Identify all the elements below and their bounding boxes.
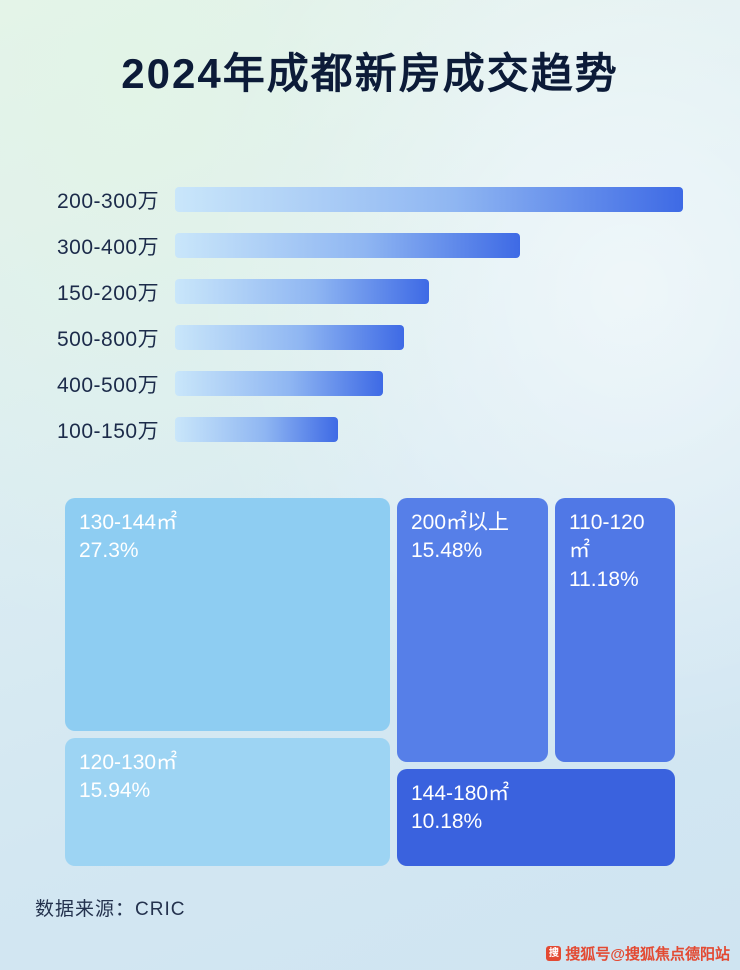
bar-track bbox=[175, 371, 683, 396]
treemap-block-120-130: 120-130㎡ 15.94% bbox=[65, 738, 390, 866]
bar-track bbox=[175, 233, 683, 258]
treemap-block-144-180: 144-180㎡ 10.18% bbox=[397, 769, 675, 866]
bar-label: 500-800万 bbox=[57, 327, 160, 351]
page-title: 2024年成都新房成交趋势 bbox=[121, 50, 619, 97]
bar-label: 150-200万 bbox=[57, 281, 160, 305]
bar-label: 100-150万 bbox=[57, 419, 160, 443]
treemap-block-label: 144-180㎡ bbox=[411, 782, 510, 805]
bar-row: 500-800万 bbox=[57, 325, 683, 351]
treemap-block-percent: 11.18% bbox=[569, 567, 639, 591]
sohu-logo-icon: 搜 bbox=[546, 946, 562, 961]
treemap-block-130-144: 130-144㎡ 27.3% bbox=[65, 498, 390, 731]
bar-label: 200-300万 bbox=[57, 189, 160, 213]
treemap-block-percent: 15.94% bbox=[79, 779, 151, 803]
data-source-label: 数据来源：CRIC bbox=[35, 899, 186, 920]
bar bbox=[175, 187, 683, 212]
treemap-block-label: 130-144㎡ bbox=[79, 511, 178, 534]
treemap-block-200-plus: 200㎡以上 15.48% bbox=[397, 498, 548, 762]
watermark: 搜 搜狐号@搜狐焦点德阳站 bbox=[546, 943, 730, 964]
bar-label: 400-500万 bbox=[57, 373, 160, 397]
bar bbox=[175, 371, 384, 396]
bar-track bbox=[175, 187, 683, 212]
price-band-bar-chart: 200-300万 300-400万 150-200万 500-800万 400-… bbox=[57, 187, 683, 463]
treemap-block-percent: 27.3% bbox=[79, 539, 139, 563]
bar-row: 300-400万 bbox=[57, 233, 683, 259]
treemap-block-110-120: 110-120㎡ 11.18% bbox=[555, 498, 675, 762]
watermark-text: 搜狐号@搜狐焦点德阳站 bbox=[565, 946, 730, 963]
treemap-block-percent: 10.18% bbox=[411, 810, 483, 834]
treemap-block-label: 200㎡以上 bbox=[411, 511, 510, 534]
treemap-block-label: 120-130㎡ bbox=[79, 751, 178, 774]
bar-track bbox=[175, 325, 683, 350]
bar-label: 300-400万 bbox=[57, 235, 160, 259]
bar bbox=[175, 233, 521, 258]
area-size-treemap: 130-144㎡ 27.3% 120-130㎡ 15.94% 200㎡以上 15… bbox=[65, 498, 675, 866]
treemap-block-label: 110-120㎡ bbox=[569, 511, 645, 563]
bar-row: 200-300万 bbox=[57, 187, 683, 213]
bar-row: 150-200万 bbox=[57, 279, 683, 305]
bar bbox=[175, 417, 338, 442]
bar bbox=[175, 325, 404, 350]
bar bbox=[175, 279, 429, 304]
bar-track bbox=[175, 417, 683, 442]
treemap-block-percent: 15.48% bbox=[411, 539, 483, 563]
bar-row: 100-150万 bbox=[57, 417, 683, 443]
bar-row: 400-500万 bbox=[57, 371, 683, 397]
bar-track bbox=[175, 279, 683, 304]
